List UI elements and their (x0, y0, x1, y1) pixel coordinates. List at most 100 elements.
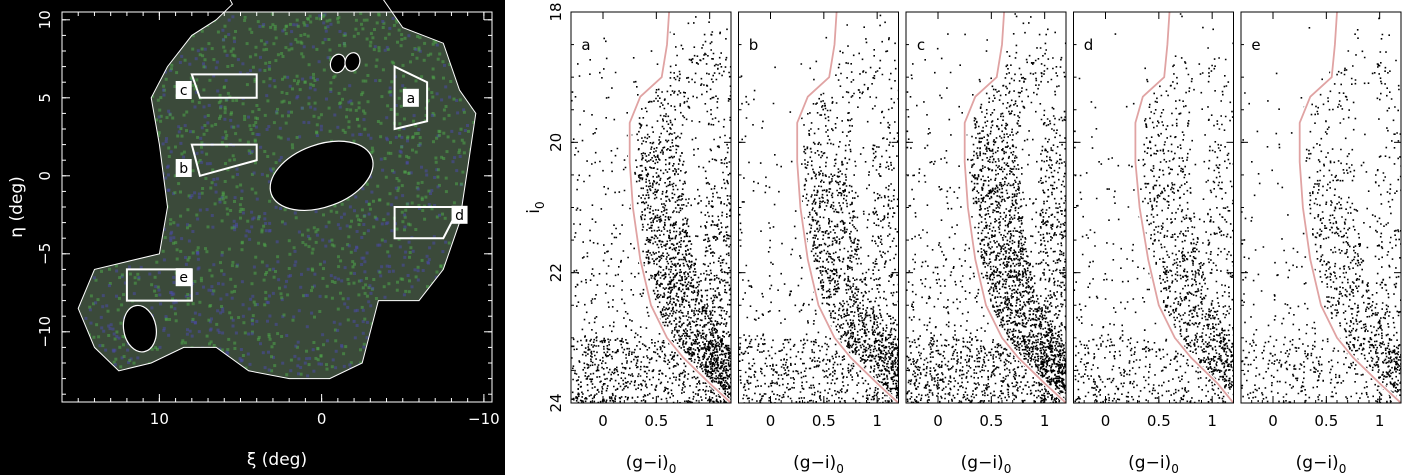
density-pixel (390, 60, 394, 64)
density-pixel (197, 195, 201, 199)
density-pixel (139, 265, 143, 269)
density-pixel (435, 43, 439, 47)
density-pixel (290, 110, 293, 114)
density-pixel (235, 185, 239, 189)
density-pixel (357, 293, 361, 297)
density-pixel (136, 356, 140, 360)
density-pixel (392, 170, 396, 174)
density-pixel (223, 49, 227, 53)
density-pixel (151, 94, 155, 98)
density-pixel (251, 314, 255, 318)
density-pixel (211, 292, 215, 296)
density-pixel (296, 24, 300, 28)
masked-galaxy-hole-2 (122, 304, 157, 353)
density-pixel (231, 260, 235, 264)
density-pixel (421, 209, 425, 212)
density-pixel (403, 87, 407, 90)
density-pixel (375, 21, 379, 25)
density-pixel (122, 355, 126, 358)
density-pixel (241, 211, 245, 215)
density-pixel (254, 255, 258, 259)
density-pixel (252, 216, 256, 220)
density-pixel (180, 341, 184, 345)
density-pixel (275, 111, 279, 115)
density-pixel (274, 270, 277, 273)
density-pixel (172, 236, 176, 240)
density-pixel (228, 311, 232, 315)
density-pixel (186, 208, 190, 212)
density-pixel (301, 233, 304, 237)
density-pixel (231, 15, 235, 19)
density-pixel (173, 307, 177, 311)
density-pixel (278, 126, 282, 130)
density-pixel (254, 53, 258, 57)
density-pixel (395, 112, 399, 116)
density-pixel (324, 29, 328, 33)
density-pixel (121, 335, 125, 338)
density-pixel (330, 296, 334, 300)
density-pixel (295, 74, 299, 78)
density-pixel (233, 284, 237, 288)
density-pixel (362, 214, 366, 218)
density-pixel (169, 232, 173, 236)
density-pixel (323, 260, 326, 264)
density-pixel (442, 117, 446, 121)
density-pixel (325, 363, 328, 367)
star-scatter (1073, 12, 1234, 403)
density-pixel (324, 225, 328, 229)
density-pixel (198, 159, 202, 162)
density-pixel (164, 70, 167, 74)
density-pixel (328, 56, 332, 60)
cmd-xlabel: (g−i)0 (961, 453, 1012, 475)
density-pixel (101, 305, 105, 309)
density-pixel (460, 182, 463, 186)
density-pixel (330, 365, 334, 369)
density-pixel (346, 277, 350, 281)
density-pixel (339, 291, 342, 295)
density-pixel (118, 345, 122, 349)
density-pixel (386, 151, 390, 155)
density-pixel (396, 280, 399, 284)
density-pixel (360, 236, 364, 239)
density-pixel (365, 276, 368, 280)
density-pixel (268, 67, 271, 71)
density-pixel (115, 294, 118, 298)
density-pixel (336, 223, 340, 227)
density-pixel (394, 104, 398, 107)
density-pixel (362, 345, 366, 349)
density-pixel (150, 347, 154, 351)
density-pixel (240, 189, 244, 193)
density-pixel (155, 347, 159, 351)
density-pixel (425, 254, 429, 258)
density-pixel (267, 65, 271, 68)
density-pixel (444, 176, 448, 180)
density-pixel (279, 292, 283, 296)
density-pixel (267, 180, 271, 184)
density-pixel (232, 158, 236, 162)
cmd-xtick-label: 0.5 (1147, 412, 1171, 430)
density-pixel (197, 330, 201, 334)
density-pixel (417, 128, 421, 132)
density-pixel (389, 93, 393, 97)
density-pixel (109, 323, 113, 327)
density-pixel (315, 134, 319, 137)
density-pixel (294, 344, 298, 348)
density-pixel (233, 196, 237, 200)
density-pixel (458, 148, 461, 152)
density-pixel (185, 110, 189, 114)
density-pixel (249, 297, 253, 301)
density-pixel (195, 292, 199, 295)
density-pixel (339, 259, 343, 263)
density-pixel (408, 255, 411, 259)
density-pixel (154, 294, 158, 297)
density-pixel (402, 293, 406, 297)
density-pixel (248, 27, 252, 31)
density-pixel (175, 257, 179, 261)
density-pixel (300, 52, 304, 56)
density-pixel (372, 225, 376, 229)
density-pixel (169, 238, 173, 242)
star-points (1073, 13, 1234, 403)
density-pixel (345, 115, 348, 119)
density-pixel (409, 246, 413, 250)
density-pixel (354, 27, 358, 31)
